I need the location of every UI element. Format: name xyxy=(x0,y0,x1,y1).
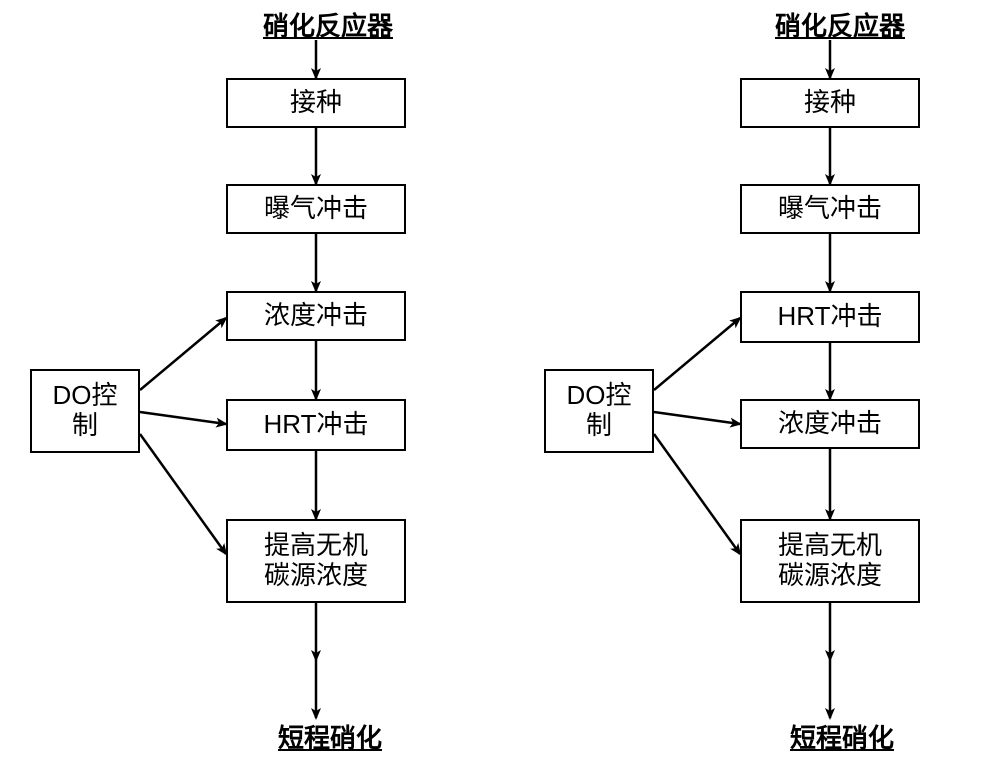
right-title: 硝化反应器 xyxy=(760,6,920,43)
box-L4: HRT冲击 xyxy=(226,399,406,451)
box-L2: 曝气冲击 xyxy=(226,184,406,234)
box-L1: 接种 xyxy=(226,78,406,128)
flowchart-canvas: 硝化反应器短程硝化 接种曝气冲击浓度冲击 HRT冲击提高无机 碳源浓度 DO控 制 硝化… xyxy=(0,0,1000,765)
box-R2: 曝气冲击 xyxy=(740,184,920,234)
left-title: 硝化反应器 xyxy=(248,6,408,43)
box-LDO: DO控 制 xyxy=(30,369,140,453)
box-R5: 提高无机 碳源浓度 xyxy=(740,519,920,603)
box-L3: 浓度冲击 xyxy=(226,291,406,341)
left-end-label: 短程硝化 xyxy=(260,718,400,755)
box-RDO: DO控 制 xyxy=(544,369,654,453)
right-end-label: 短程硝化 xyxy=(772,718,912,755)
box-R1: 接种 xyxy=(740,78,920,128)
box-R3: HRT冲击 xyxy=(740,291,920,343)
box-L5: 提高无机 碳源浓度 xyxy=(226,519,406,603)
box-R4: 浓度冲击 xyxy=(740,399,920,449)
